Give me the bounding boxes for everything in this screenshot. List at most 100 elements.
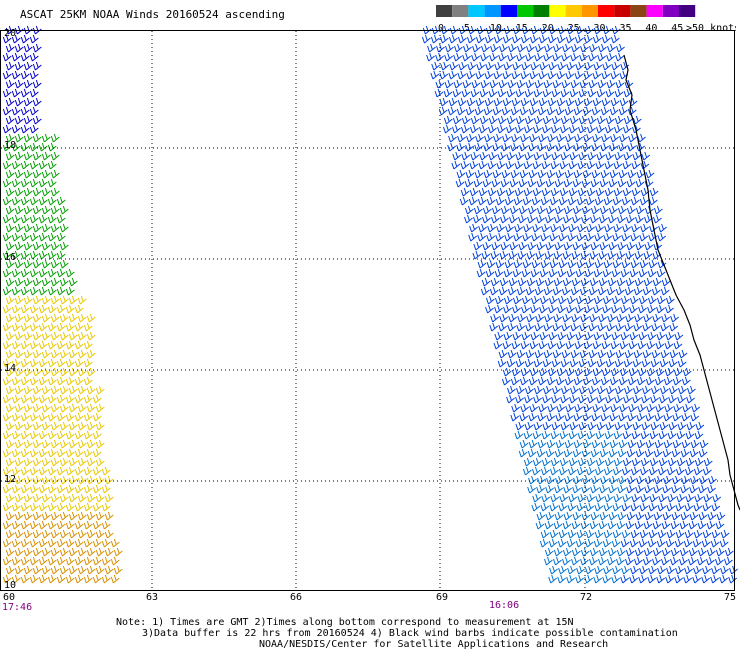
- wind-barb: [574, 340, 584, 350]
- wind-barb: [589, 250, 599, 260]
- wind-barb: [616, 277, 626, 287]
- wind-barb: [519, 439, 529, 449]
- wind-barb: [545, 214, 554, 224]
- wind-barb: [38, 466, 48, 476]
- wind-barb: [497, 115, 507, 125]
- wind-barb: [29, 286, 39, 296]
- wind-barb: [65, 430, 75, 440]
- wind-barb: [535, 520, 545, 530]
- wind-barb: [513, 196, 523, 206]
- wind-barb: [534, 322, 544, 332]
- wind-barb: [29, 322, 39, 332]
- wind-barb: [477, 259, 487, 269]
- wind-barb: [682, 403, 692, 413]
- wind-barb: [560, 88, 570, 98]
- wind-barb: [14, 61, 24, 71]
- wind-barb: [558, 565, 567, 575]
- wind-barb: [621, 232, 631, 242]
- wind-barb: [29, 376, 39, 386]
- wind-barb: [482, 241, 492, 251]
- wind-barb: [647, 304, 656, 314]
- wind-barb: [594, 259, 604, 269]
- wind-barb: [568, 187, 578, 197]
- wind-barb: [11, 178, 21, 188]
- wind-barb: [595, 187, 605, 197]
- wind-barb: [627, 376, 637, 386]
- wind-barb: [544, 313, 553, 323]
- wind-barb: [625, 250, 635, 260]
- wind-barb: [494, 304, 503, 314]
- wind-barb: [59, 349, 69, 359]
- wind-barb: [657, 529, 667, 539]
- wind-barb: [574, 403, 584, 413]
- wind-barb: [14, 511, 24, 521]
- wind-barb: [77, 385, 87, 395]
- wind-barb: [14, 547, 24, 557]
- legend-swatch: [581, 5, 598, 17]
- wind-barb: [690, 412, 700, 422]
- wind-barb: [65, 340, 75, 350]
- wind-barb: [528, 106, 538, 116]
- wind-barb: [14, 79, 24, 89]
- wind-barb: [462, 52, 471, 62]
- wind-barb: [65, 574, 75, 584]
- wind-barb: [600, 475, 609, 485]
- wind-barb: [677, 358, 687, 368]
- wind-barb: [608, 241, 618, 251]
- wind-barb: [635, 205, 645, 215]
- wind-barb: [457, 70, 467, 80]
- wind-barb: [470, 151, 480, 161]
- wind-barb: [636, 376, 646, 386]
- wind-barb: [68, 403, 78, 413]
- wind-barb: [599, 205, 609, 215]
- wind-barb: [56, 484, 66, 494]
- wind-barb: [537, 439, 547, 449]
- wind-barb: [548, 61, 558, 71]
- wind-barb: [560, 151, 570, 161]
- wind-barb: [654, 439, 664, 449]
- wind-barb: [564, 376, 574, 386]
- wind-barb: [494, 295, 504, 305]
- wind-barb: [50, 547, 60, 557]
- wind-barb: [50, 439, 60, 449]
- wind-barb: [579, 385, 588, 395]
- wind-barb: [590, 178, 600, 188]
- wind-barb: [536, 214, 545, 224]
- wind-barb: [604, 187, 614, 197]
- wind-barb: [494, 331, 504, 341]
- wind-barb: [47, 556, 57, 566]
- wind-barb: [47, 322, 57, 332]
- wind-barb: [484, 34, 494, 44]
- wind-barb: [443, 88, 453, 98]
- wind-barb: [65, 376, 75, 386]
- wind-barb: [613, 187, 623, 197]
- wind-barb: [572, 178, 582, 188]
- wind-barb: [676, 457, 686, 467]
- wind-barb: [691, 403, 701, 413]
- wind-barb: [448, 34, 458, 44]
- wind-barb: [563, 484, 572, 494]
- wind-barb: [38, 574, 48, 584]
- wind-barb: [440, 61, 450, 71]
- wind-barb: [74, 340, 84, 350]
- wind-barb: [503, 268, 513, 278]
- wind-barb: [2, 106, 12, 116]
- wind-barb: [551, 358, 561, 368]
- wind-barb: [605, 115, 615, 125]
- wind-barb: [670, 520, 680, 530]
- wind-barb: [680, 484, 689, 494]
- wind-barb: [59, 547, 69, 557]
- wind-barb: [544, 556, 553, 566]
- wind-barb: [23, 439, 33, 449]
- wind-barb: [693, 529, 703, 539]
- wind-barb: [529, 70, 539, 80]
- wind-barb: [20, 196, 30, 206]
- wind-barb: [11, 250, 21, 260]
- wind-barb: [23, 349, 33, 359]
- wind-barb: [5, 223, 15, 233]
- wind-barb: [648, 259, 658, 269]
- wind-barb: [14, 403, 24, 413]
- wind-barb: [68, 547, 78, 557]
- wind-barb: [703, 493, 713, 503]
